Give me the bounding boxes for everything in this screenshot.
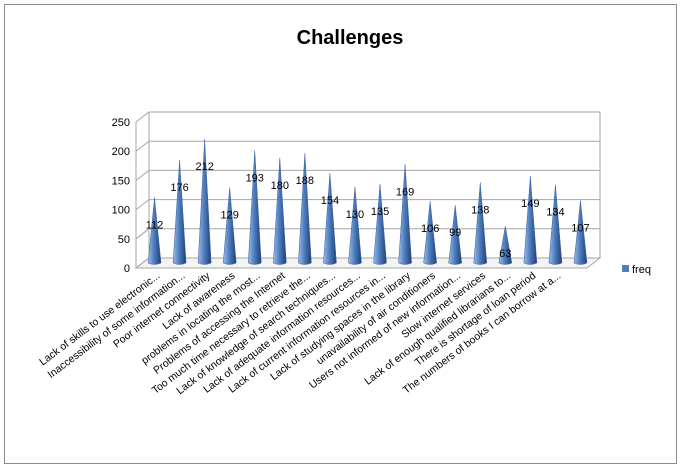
y-tick-label: 50	[118, 234, 130, 246]
data-label: 135	[371, 206, 389, 218]
data-label: 107	[571, 223, 589, 235]
cone-bar	[247, 150, 262, 265]
data-label: 106	[421, 223, 439, 235]
cone-bar	[273, 157, 287, 265]
data-label: 169	[396, 186, 414, 198]
cone-bar	[548, 184, 563, 265]
y-tick-label: 150	[112, 175, 130, 187]
data-label: 154	[321, 195, 339, 207]
cone-bar	[423, 201, 437, 265]
data-label: 149	[521, 198, 539, 210]
legend-swatch	[622, 265, 629, 272]
data-label: 63	[499, 248, 511, 260]
cone-bar	[298, 153, 312, 265]
cones-layer	[147, 139, 588, 265]
data-label: 212	[195, 161, 213, 173]
category-labels-layer: Lack of skills to use electronic...Inacc…	[37, 269, 563, 397]
cone-bar	[348, 187, 362, 265]
chart-title: Challenges	[297, 27, 404, 49]
data-labels-layer: 112 176 212 129 193 180 188 154 130 135 169 106 99 13…	[146, 161, 590, 260]
data-label: 193	[246, 172, 264, 184]
axis-layer: 0 50 100 150 200 250	[112, 112, 601, 275]
gridline	[135, 111, 600, 123]
cone-bar	[473, 182, 488, 265]
gridline	[135, 140, 600, 152]
y-tick-label: 0	[124, 263, 130, 275]
data-label: 176	[170, 182, 188, 194]
cone-bar	[222, 187, 237, 265]
data-label: 130	[346, 209, 364, 221]
cone-bar	[197, 139, 212, 265]
cone-bar	[398, 164, 412, 265]
legend: freq	[622, 264, 651, 276]
chart-frame: Challenges 0 50 100 150 200 250 112 176 212 129 1…	[4, 4, 677, 464]
data-label: 112	[146, 220, 164, 232]
legend-label: freq	[632, 264, 651, 276]
cone-bar	[373, 184, 387, 265]
y-tick-label: 100	[112, 205, 130, 217]
cone-bar	[573, 200, 588, 265]
cone-bar	[172, 160, 187, 265]
data-label: 134	[546, 207, 564, 219]
cone-bar	[448, 205, 462, 265]
data-label: 138	[471, 204, 489, 216]
data-label: 180	[271, 180, 289, 192]
cone-bar	[523, 175, 538, 265]
y-tick-label: 200	[112, 146, 130, 158]
data-label: 99	[449, 227, 461, 239]
y-tick-label: 250	[112, 117, 130, 129]
data-label: 188	[296, 175, 314, 187]
data-label: 129	[221, 210, 239, 222]
cone-bar	[323, 173, 337, 265]
cone-bar	[498, 226, 513, 265]
cone-bar	[147, 197, 162, 265]
